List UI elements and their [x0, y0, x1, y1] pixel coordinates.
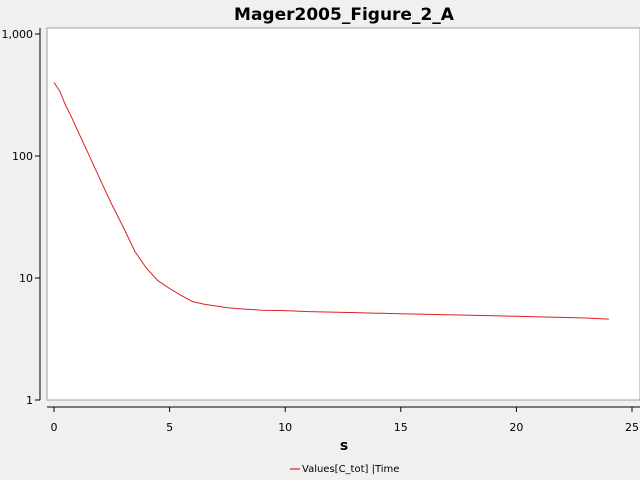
x-tick-label: 0: [51, 421, 58, 434]
y-tick-label: 1,000: [2, 28, 34, 41]
x-tick-label: 15: [394, 421, 408, 434]
y-tick-label: 1: [26, 394, 33, 407]
y-tick-label: 100: [12, 150, 33, 163]
plot-area: [46, 27, 640, 401]
x-tick-label: 25: [625, 421, 639, 434]
legend-label: Values[C_tot] |Time: [302, 464, 399, 475]
x-tick-label: 5: [166, 421, 173, 434]
legend: Values[C_tot] |Time: [290, 464, 399, 475]
y-ticks: 1 10 100 1,000: [2, 28, 40, 407]
x-ticks: 0 5 10 15 20 25: [51, 407, 639, 434]
series-layer: [53, 82, 609, 320]
x-tick-label: 10: [278, 421, 292, 434]
x-axis-label: s: [340, 438, 348, 454]
y-tick-label: 10: [19, 272, 33, 285]
x-tick-label: 20: [509, 421, 523, 434]
series-line-0: [53, 82, 609, 320]
chart-title: Mager2005_Figure_2_A: [234, 5, 455, 25]
